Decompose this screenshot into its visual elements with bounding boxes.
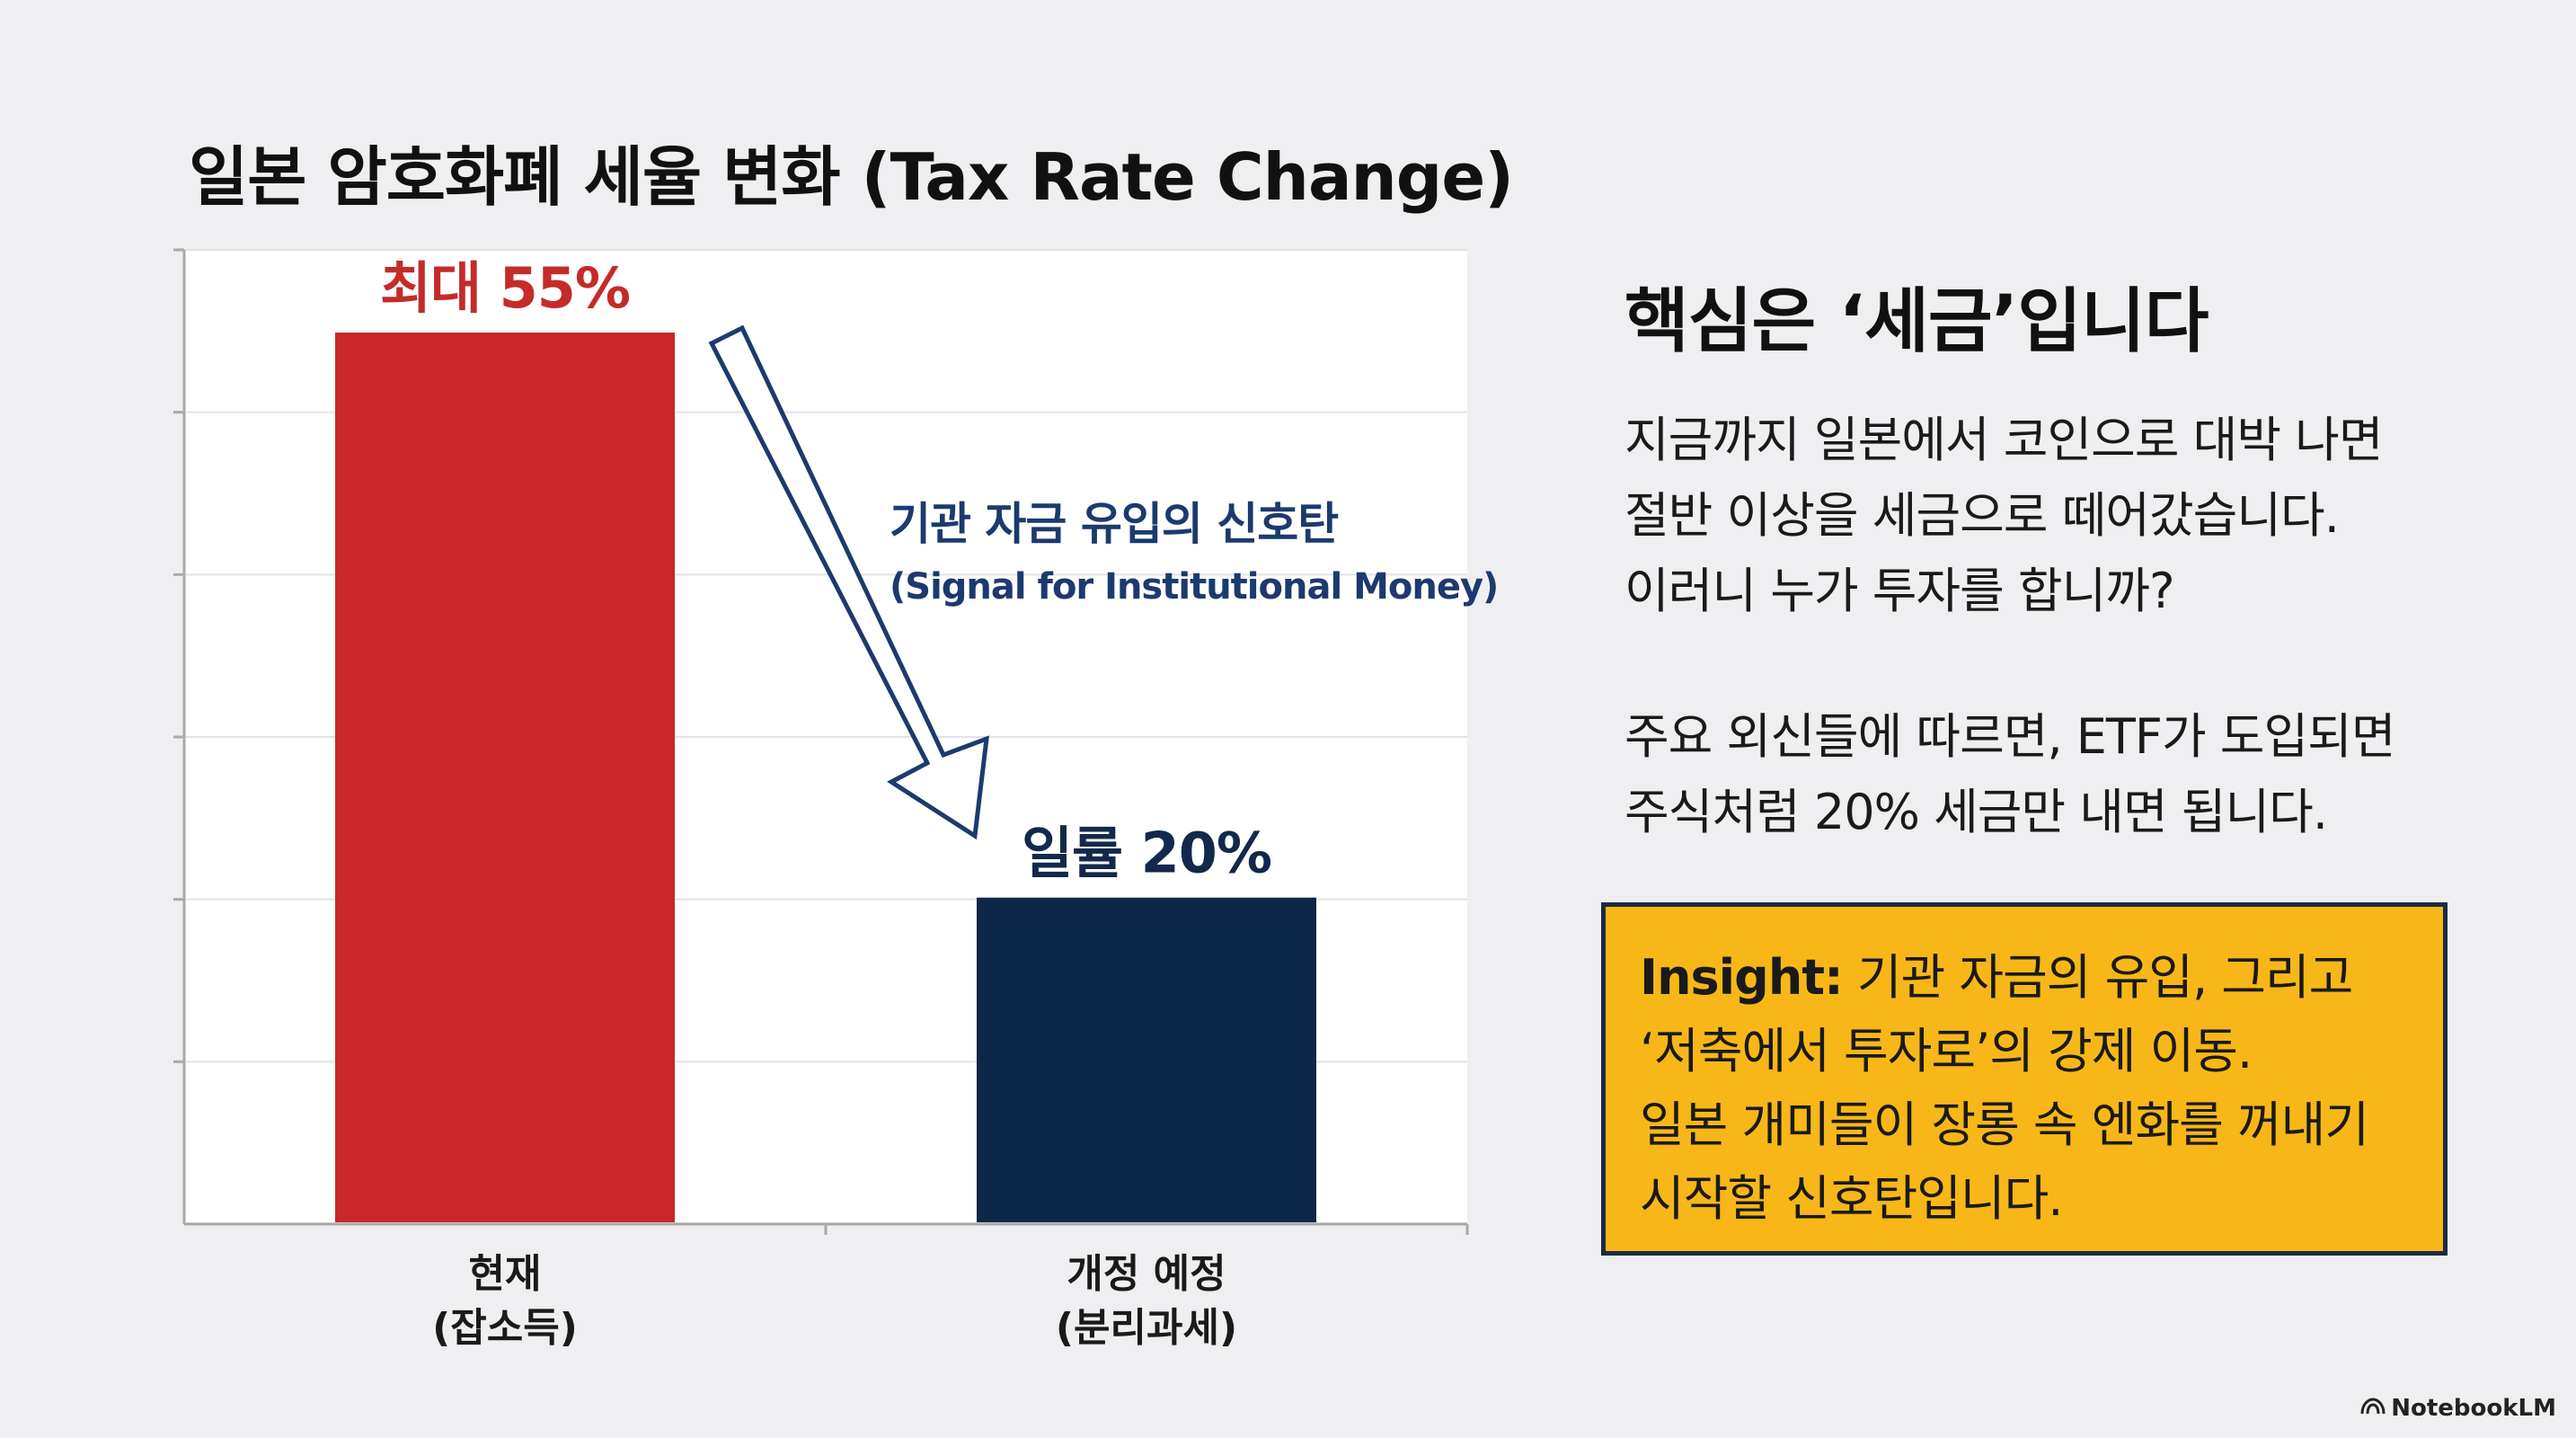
bar-proposed: [977, 897, 1316, 1222]
insight-line: Insight: 기관 자금의 유입, 그리고: [1640, 941, 2443, 1015]
paragraph-line: 주요 외신들에 따르면, ETF가 도입되면: [1624, 708, 2396, 765]
annotation-subtitle: (Signal for Institutional Money): [890, 566, 1498, 608]
x-tick-label: (잡소득): [432, 1305, 578, 1351]
paragraph-line: 절반 이상을 세금으로 떼어갔습니다.: [1624, 487, 2340, 544]
decrease-arrow-icon: [708, 324, 989, 840]
annotation-title: 기관 자금 유입의 신호탄: [890, 498, 1339, 550]
insight-label: Insight:: [1640, 949, 1844, 1006]
insight-line: 일본 개미들이 장롱 속 엔화를 꺼내기: [1640, 1096, 2369, 1153]
x-tick-label: 개정 예정: [1067, 1251, 1226, 1297]
paragraph-etf: 주요 외신들에 따르면, ETF가 도입되면 주식처럼 20% 세금만 내면 됩…: [1624, 699, 2396, 850]
chart-title: 일본 암호화폐 세율 변화 (Tax Rate Change): [189, 139, 1514, 215]
paragraph-line: 지금까지 일본에서 코인으로 대박 나면: [1624, 412, 2384, 468]
paragraph-line: 주식처럼 20% 세금만 내면 됩니다.: [1624, 784, 2328, 840]
insight-box: Insight: 기관 자금의 유입, 그리고 ‘저축에서 투자로’의 강제 이…: [1601, 902, 2448, 1256]
x-tick-label: 현재: [469, 1251, 542, 1297]
insight-line: ‘저축에서 투자로’의 강제 이동.: [1640, 1023, 2253, 1079]
brand-watermark: NotebookLM: [2360, 1395, 2556, 1422]
paragraph-line: 이러니 누가 투자를 합니까?: [1624, 563, 2175, 619]
notebooklm-icon: [2360, 1395, 2386, 1422]
bar-data-label: 일률 20%: [1022, 821, 1271, 886]
panel-title: 핵심은 ‘세금’입니다: [1624, 281, 2209, 362]
insight-line: 시작할 신호탄입니다.: [1640, 1170, 2063, 1227]
bar-current: [335, 333, 675, 1222]
paragraph-history: 지금까지 일본에서 코인으로 대박 나면 절반 이상을 세금으로 떼어갔습니다.…: [1624, 403, 2384, 629]
x-tick-label: (분리과세): [1056, 1305, 1237, 1351]
brand-name: NotebookLM: [2391, 1395, 2556, 1422]
bar-data-label: 최대 55%: [380, 255, 630, 321]
insight-text: 기관 자금의 유입, 그리고: [1856, 949, 2353, 1006]
